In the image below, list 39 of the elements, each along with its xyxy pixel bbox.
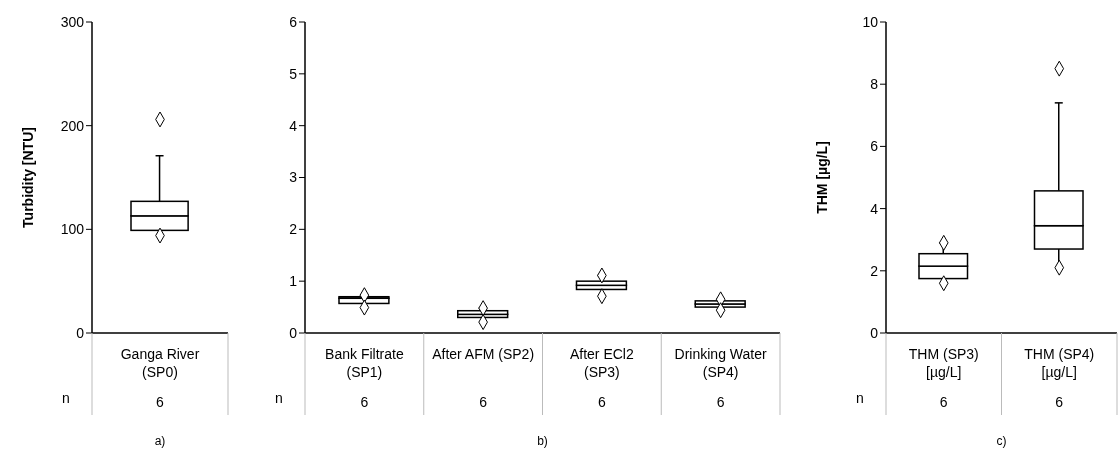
x-tick-label: Bank Filtrate (SP1) xyxy=(325,346,404,380)
text: a) xyxy=(153,434,167,448)
x-tick-label: THM (SP4) [µg/L] xyxy=(1024,346,1095,380)
y-tick-label: 0 xyxy=(289,324,298,341)
y-tick-label: 0 xyxy=(76,324,85,341)
y-tick-label: 5 xyxy=(289,65,298,82)
text: 6 xyxy=(360,394,369,410)
y-tick-label: 200 xyxy=(60,117,85,134)
x-tick-label: THM (SP3) [µg/L] xyxy=(908,346,979,380)
text: 6 xyxy=(716,394,725,410)
y-tick-label: 4 xyxy=(870,200,879,217)
text: n xyxy=(62,390,70,406)
y-tick-label: 10 xyxy=(862,13,879,30)
x-tick-label: After AFM (SP2) xyxy=(432,346,535,362)
text: 6 xyxy=(1055,394,1064,410)
text: b) xyxy=(536,434,549,448)
text: 6 xyxy=(156,394,165,410)
x-tick-label: Drinking Water (SP4) xyxy=(674,346,767,380)
y-tick-label: 1 xyxy=(289,273,298,290)
y-tick-label: 0 xyxy=(870,324,879,341)
text: n xyxy=(856,390,864,406)
y-axis-title: Turbidity [NTU] xyxy=(19,127,36,228)
y-tick-label: 100 xyxy=(60,221,85,238)
x-tick-label: Ganga River (SP0) xyxy=(120,346,200,380)
y-tick-label: 6 xyxy=(870,138,879,155)
y-tick-label: 300 xyxy=(60,13,85,30)
y-tick-label: 4 xyxy=(289,117,298,134)
text: 6 xyxy=(597,394,606,410)
y-tick-label: 6 xyxy=(289,13,298,30)
y-tick-label: 2 xyxy=(289,221,298,238)
y-tick-label: 8 xyxy=(870,76,879,93)
text: 6 xyxy=(939,394,948,410)
text: 6 xyxy=(479,394,488,410)
x-tick-label: After ECl2 (SP3) xyxy=(569,346,634,380)
text: n xyxy=(275,390,283,406)
text: c) xyxy=(995,434,1008,448)
y-tick-label: 3 xyxy=(289,169,298,186)
y-axis-title: THM [µg/L] xyxy=(813,141,830,214)
y-tick-label: 2 xyxy=(870,262,879,279)
